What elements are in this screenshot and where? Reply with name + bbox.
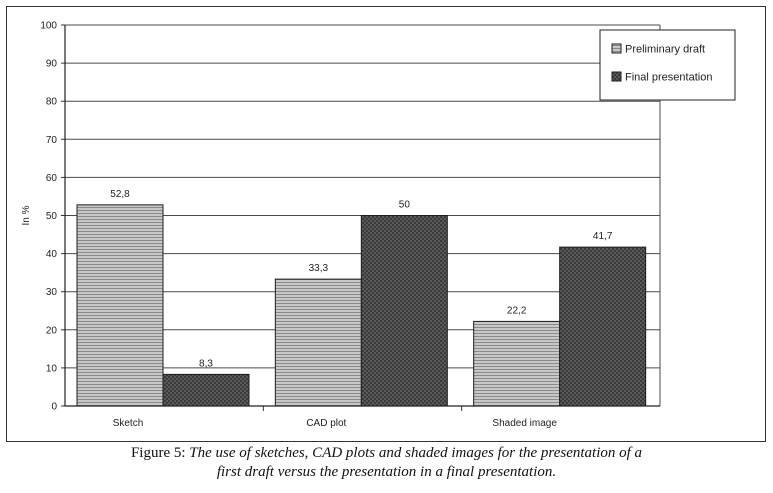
y-tick-label: 70	[46, 135, 58, 146]
bar-preliminary-draft-2	[473, 320, 561, 407]
data-label: 22,2	[507, 305, 527, 316]
y-tick-label: 90	[46, 59, 58, 70]
y-tick-label: 10	[46, 363, 58, 374]
bar-chart: 0 10 20 30 40 50 60 70 80 90 100 In % 52,8 8,3 Sketch 3…	[21, 21, 736, 429]
caption-text-line-2: first draft versus the presentation in a…	[216, 464, 557, 480]
x-category-label: CAD plot	[306, 418, 346, 429]
legend-swatch-preliminary-draft	[611, 43, 622, 54]
y-tick-label: 20	[46, 325, 58, 336]
legend-swatch-final-presentation	[611, 71, 622, 82]
caption-figure-number: Figure 5:	[130, 445, 186, 461]
legend-box	[599, 29, 736, 101]
bar-final-presentation-0	[162, 373, 250, 407]
x-category-label: Sketch	[113, 418, 144, 429]
y-tick-label: 40	[46, 249, 58, 260]
y-tick-label: 80	[46, 97, 58, 108]
bar-final-presentation-1	[360, 215, 448, 407]
y-tick-label: 0	[51, 402, 57, 413]
bar-final-presentation-2	[559, 246, 647, 407]
data-label: 52,8	[110, 189, 130, 200]
y-tick-label: 50	[46, 211, 58, 222]
caption-line-1: Figure 5: The use of sketches, CAD plots…	[0, 444, 773, 463]
bar-preliminary-draft-0	[76, 204, 164, 407]
data-label: 50	[399, 200, 411, 211]
legend-label-final-presentation: Final presentation	[625, 72, 712, 84]
y-tick-label: 60	[46, 173, 58, 184]
bar-preliminary-draft-1	[274, 278, 362, 407]
legend-label-preliminary-draft: Preliminary draft	[625, 44, 705, 56]
y-tick-label: 100	[40, 21, 57, 32]
figure-caption: Figure 5: The use of sketches, CAD plots…	[0, 444, 773, 482]
x-category-label: Shaded image	[492, 418, 557, 429]
data-label: 41,7	[593, 231, 613, 242]
y-axis-title: In %	[21, 205, 32, 225]
y-tick-label: 30	[46, 287, 58, 298]
caption-text-line-1: The use of sketches, CAD plots and shade…	[189, 445, 643, 461]
data-label: 33,3	[309, 263, 329, 274]
data-label: 8,3	[199, 358, 213, 369]
